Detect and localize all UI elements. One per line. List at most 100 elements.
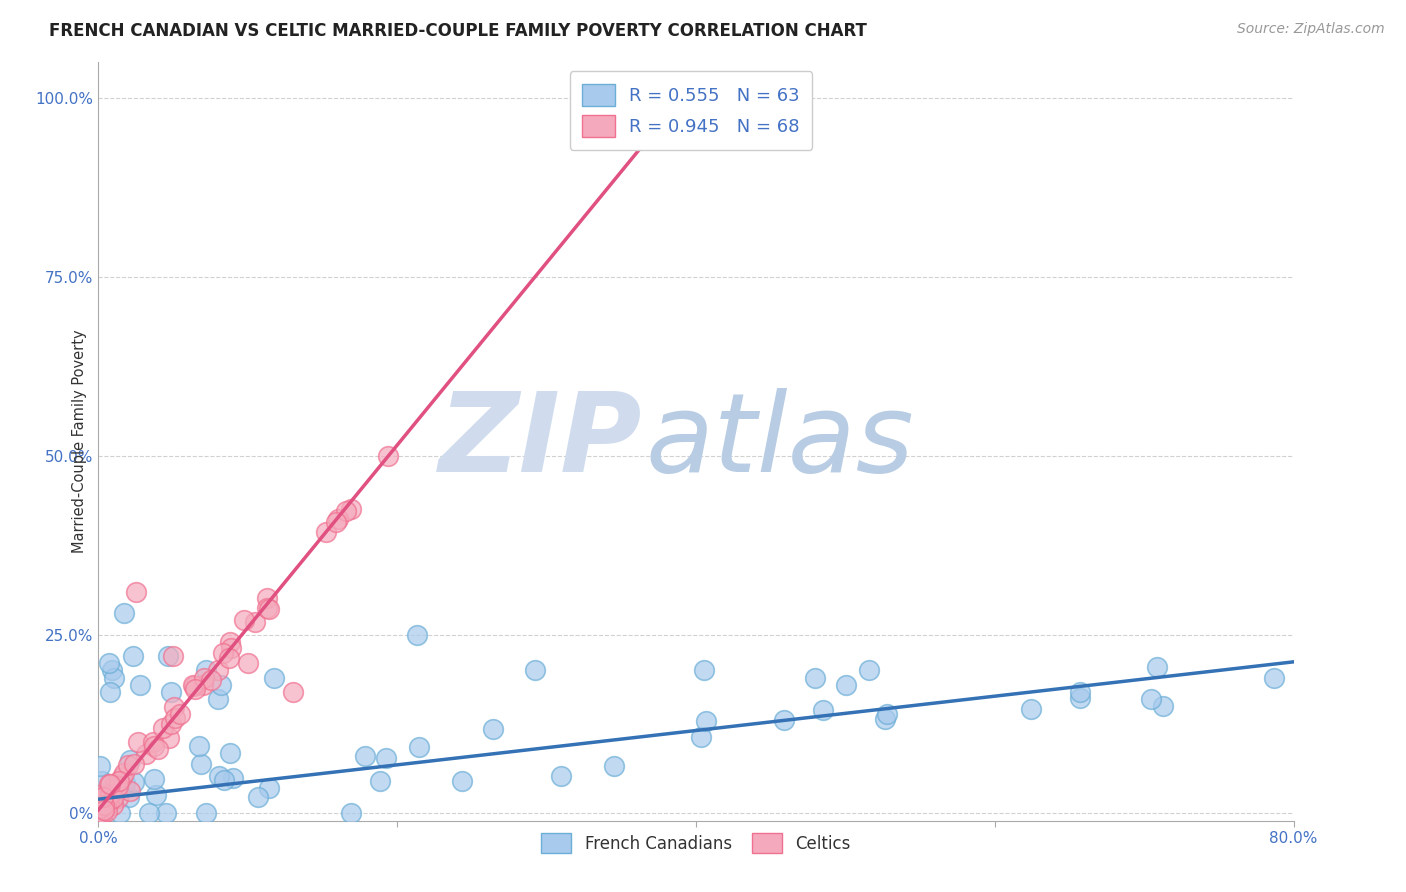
Point xyxy=(340,806,363,821)
Point xyxy=(482,722,505,736)
Point xyxy=(835,678,858,692)
Point xyxy=(91,796,114,810)
Point xyxy=(813,703,835,717)
Point xyxy=(143,772,166,787)
Point xyxy=(112,766,135,780)
Point xyxy=(94,799,117,814)
Point xyxy=(127,734,149,748)
Point xyxy=(335,504,357,518)
Point xyxy=(247,789,270,804)
Point xyxy=(1263,671,1285,685)
Point xyxy=(89,801,111,815)
Point xyxy=(120,784,142,798)
Point xyxy=(340,501,363,516)
Point xyxy=(118,753,141,767)
Point xyxy=(243,615,266,629)
Point xyxy=(876,707,898,722)
Point xyxy=(550,769,572,783)
Text: ZIP: ZIP xyxy=(439,388,643,495)
Point xyxy=(208,768,231,782)
Point xyxy=(91,805,114,820)
Point xyxy=(183,682,205,697)
Point xyxy=(263,671,285,685)
Point xyxy=(155,806,177,821)
Point xyxy=(93,797,115,812)
Point xyxy=(328,512,350,526)
Point xyxy=(259,780,281,795)
Point xyxy=(111,770,134,784)
Point xyxy=(1069,685,1091,699)
Point xyxy=(1146,660,1168,674)
Point xyxy=(256,600,278,615)
Point xyxy=(128,678,150,692)
Point xyxy=(98,657,121,671)
Point xyxy=(87,797,110,812)
Point xyxy=(117,758,139,772)
Point xyxy=(93,803,115,817)
Point xyxy=(219,641,242,656)
Point xyxy=(91,774,114,789)
Point xyxy=(236,657,259,671)
Point xyxy=(101,790,124,805)
Point xyxy=(191,678,214,692)
Point xyxy=(1069,690,1091,705)
Point xyxy=(1152,699,1174,714)
Point xyxy=(207,664,229,678)
Point xyxy=(91,789,114,804)
Point xyxy=(122,649,145,664)
Point xyxy=(160,717,183,731)
Point xyxy=(200,673,222,687)
Point xyxy=(125,584,148,599)
Point xyxy=(114,775,136,789)
Point xyxy=(281,685,304,699)
Point xyxy=(157,649,180,664)
Point xyxy=(695,714,717,729)
Point xyxy=(146,742,169,756)
Point xyxy=(181,678,204,692)
Point xyxy=(354,749,377,764)
Point xyxy=(107,791,129,805)
Point xyxy=(135,747,157,761)
Point xyxy=(875,712,897,726)
Point xyxy=(219,635,242,649)
Point xyxy=(212,646,235,660)
Point xyxy=(90,797,112,812)
Point xyxy=(375,751,398,765)
Point xyxy=(87,800,110,814)
Point xyxy=(163,700,186,714)
Point xyxy=(183,679,205,693)
Point xyxy=(1019,701,1042,715)
Point xyxy=(141,735,163,749)
Point xyxy=(169,707,191,722)
Point xyxy=(804,671,827,685)
Point xyxy=(124,757,146,772)
Text: atlas: atlas xyxy=(645,388,914,495)
Point xyxy=(368,774,391,789)
Point xyxy=(858,664,880,678)
Point xyxy=(89,805,111,820)
Point xyxy=(89,759,111,773)
Point xyxy=(259,601,281,615)
Point xyxy=(162,649,184,664)
Point xyxy=(256,591,278,605)
Point xyxy=(209,678,232,692)
Point xyxy=(87,794,110,808)
Point xyxy=(118,789,141,804)
Point xyxy=(97,777,120,791)
Point xyxy=(377,450,399,464)
Point xyxy=(195,806,218,821)
Point xyxy=(658,102,681,116)
Point xyxy=(101,664,124,678)
Point xyxy=(693,664,716,678)
Point xyxy=(212,773,235,788)
Y-axis label: Married-Couple Family Poverty: Married-Couple Family Poverty xyxy=(72,330,87,553)
Point xyxy=(222,772,245,786)
Point xyxy=(96,804,118,818)
Point xyxy=(90,803,112,817)
Point xyxy=(406,628,429,642)
Point xyxy=(218,650,240,665)
Text: FRENCH CANADIAN VS CELTIC MARRIED-COUPLE FAMILY POVERTY CORRELATION CHART: FRENCH CANADIAN VS CELTIC MARRIED-COUPLE… xyxy=(49,22,868,40)
Point xyxy=(315,524,337,539)
Point xyxy=(523,664,546,678)
Point xyxy=(408,740,430,755)
